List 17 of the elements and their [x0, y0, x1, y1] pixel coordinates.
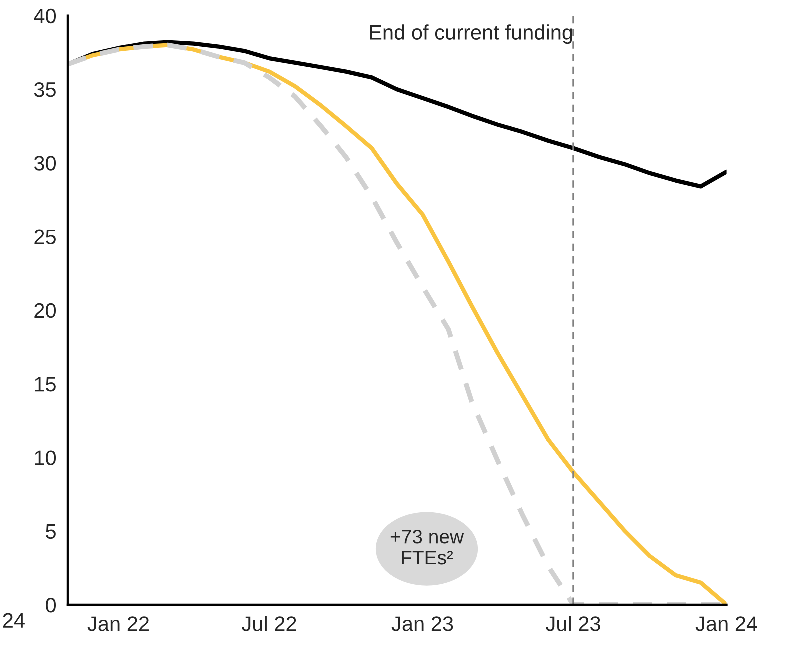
y-tick-label: 40 — [34, 8, 56, 24]
y-tick-label: 5 — [46, 524, 56, 540]
x-tick-label: Jul 23 — [546, 616, 600, 632]
y-tick-label: 10 — [35, 450, 56, 466]
annotation: +73 new FTEs² — [390, 530, 464, 565]
x-tick-label: Jan 23 — [392, 616, 454, 632]
x-tick-label: Jan 22 — [88, 616, 149, 632]
y-tick-label: 35 — [34, 82, 56, 98]
ref-line-label: End of current funding — [370, 24, 572, 44]
y-tick-label: 0 — [46, 598, 56, 613]
x-tick-label: Jul 22 — [242, 616, 296, 632]
text: 24 — [3, 613, 25, 628]
y-tick-label: 20 — [34, 303, 56, 318]
y-tick-label: 30 — [34, 156, 56, 171]
y-tick-label: 25 — [34, 230, 56, 245]
x-tick-label: Jan 24 — [696, 616, 758, 632]
y-tick-label: 15 — [35, 377, 56, 392]
